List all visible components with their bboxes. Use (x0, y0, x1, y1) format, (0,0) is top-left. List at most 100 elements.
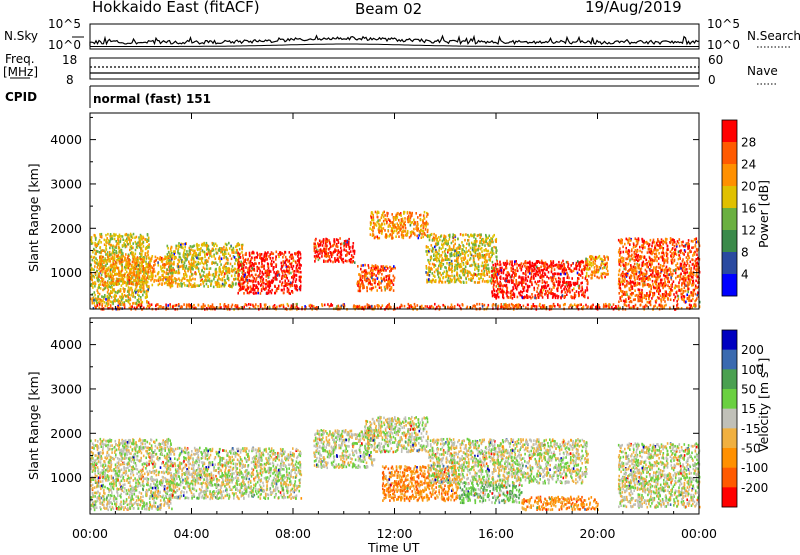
power-echo-cell (243, 270, 245, 273)
power-echo-cell (231, 251, 233, 254)
power-echo-cell (489, 259, 491, 262)
power-echo-cell (471, 235, 473, 238)
power-echo-cell (394, 277, 396, 280)
power-echo-cell (136, 245, 138, 248)
power-echo-cell (208, 273, 210, 276)
power-echo-cell (104, 301, 106, 304)
power-echo-cell (491, 254, 493, 257)
power-echo-cell (568, 290, 570, 293)
power-echo-cell (293, 270, 295, 273)
power-echo-cell (148, 285, 150, 288)
power-echo-cell (449, 275, 451, 278)
power-echo-cell (491, 274, 493, 277)
power-echo-cell (389, 219, 391, 222)
power-echo-cell (136, 260, 138, 263)
power-echo-cell (352, 245, 354, 248)
power-echo-cell (298, 271, 300, 274)
power-echo-cell (203, 271, 205, 274)
power-echo-cell (231, 268, 233, 271)
power-echo-region (237, 251, 302, 296)
power-echo-cell (639, 278, 641, 281)
power-echo-cell (555, 273, 557, 276)
power-echo-cell (191, 257, 193, 260)
power-echo-cell (429, 274, 431, 277)
power-echo-cell (271, 263, 273, 266)
power-echo-cell (276, 290, 278, 293)
power-echo-cell (454, 281, 456, 284)
power-echo-cell (110, 272, 112, 275)
power-echo-cell (238, 262, 240, 265)
power-echo-cell (512, 271, 514, 274)
power-echo-cell (443, 235, 445, 238)
power-echo-cell (201, 260, 203, 263)
power-echo-region (369, 211, 428, 240)
power-echo-cell (459, 274, 461, 277)
power-echo-cell (553, 286, 555, 289)
power-echo-cell (498, 273, 500, 276)
power-echo-cell (314, 243, 316, 246)
power-echo-cell (191, 286, 193, 289)
power-echo-cell (491, 270, 493, 273)
power-echo-cell (465, 278, 467, 281)
power-echo-cell (486, 260, 488, 263)
power-echo-cell (217, 263, 219, 266)
power-echo-cell (131, 272, 133, 275)
power-echo-cell (340, 247, 342, 250)
power-echo-cell (692, 254, 694, 257)
power-echo-cell (120, 261, 122, 264)
power-echo-cell (442, 259, 444, 262)
power-echo-cell (299, 258, 301, 261)
power-echo-cell (225, 256, 227, 259)
power-echo-cell (484, 280, 486, 283)
power-echo-cell (160, 276, 162, 279)
power-echo-cell (147, 285, 149, 288)
power-echo-cell (211, 262, 213, 265)
power-echo-cell (454, 250, 456, 253)
power-echo-cell (477, 253, 479, 256)
power-echo-cell (510, 267, 512, 270)
power-echo-cell (686, 256, 688, 259)
power-echo-cell (546, 276, 548, 279)
power-echo-cell (474, 268, 476, 271)
power-echo-cell (484, 270, 486, 273)
power-echo-cell (476, 267, 478, 270)
power-echo-cell (318, 259, 320, 262)
power-echo-cell (148, 246, 150, 249)
power-echo-cell (105, 245, 107, 248)
power-echo-cell (202, 251, 204, 254)
power-echo-cell (415, 212, 417, 215)
power-echo-cell (456, 254, 458, 257)
power-echo-cell (182, 261, 184, 264)
power-echo-cell (566, 288, 568, 291)
power-echo-cell (136, 236, 138, 239)
power-echo-cell (364, 276, 366, 279)
power-echo-cell (380, 282, 382, 285)
power-echo-cell (397, 212, 399, 215)
power-echo-cell (126, 233, 128, 236)
power-echo-cell (196, 284, 198, 287)
power-echo-cell (343, 261, 345, 264)
power-echo-cell (398, 219, 400, 222)
power-echo-cell (391, 213, 393, 216)
power-echo-cell (245, 280, 247, 283)
power-echo-cell (563, 268, 565, 271)
power-echo-cell (384, 214, 386, 217)
power-echo-cell (256, 286, 258, 289)
power-echo-cell (239, 253, 241, 256)
power-echo-cell (94, 276, 96, 279)
power-echo-cell (500, 277, 502, 280)
power-echo-cell (434, 246, 436, 249)
power-echo-cell (398, 235, 400, 238)
power-echo-cell (434, 271, 436, 274)
power-echo-cell (134, 290, 136, 293)
power-echo-cell (477, 281, 479, 284)
freq-panel (10, 58, 778, 84)
power-echo-cell (572, 262, 574, 265)
power-echo-cell (253, 280, 255, 283)
power-echo-cell (335, 245, 337, 248)
power-echo-cell (109, 251, 111, 254)
power-echo-cell (495, 271, 497, 274)
power-echo-cell (358, 290, 360, 293)
power-echo-cell (369, 288, 371, 291)
power-echo-cell (448, 275, 450, 278)
